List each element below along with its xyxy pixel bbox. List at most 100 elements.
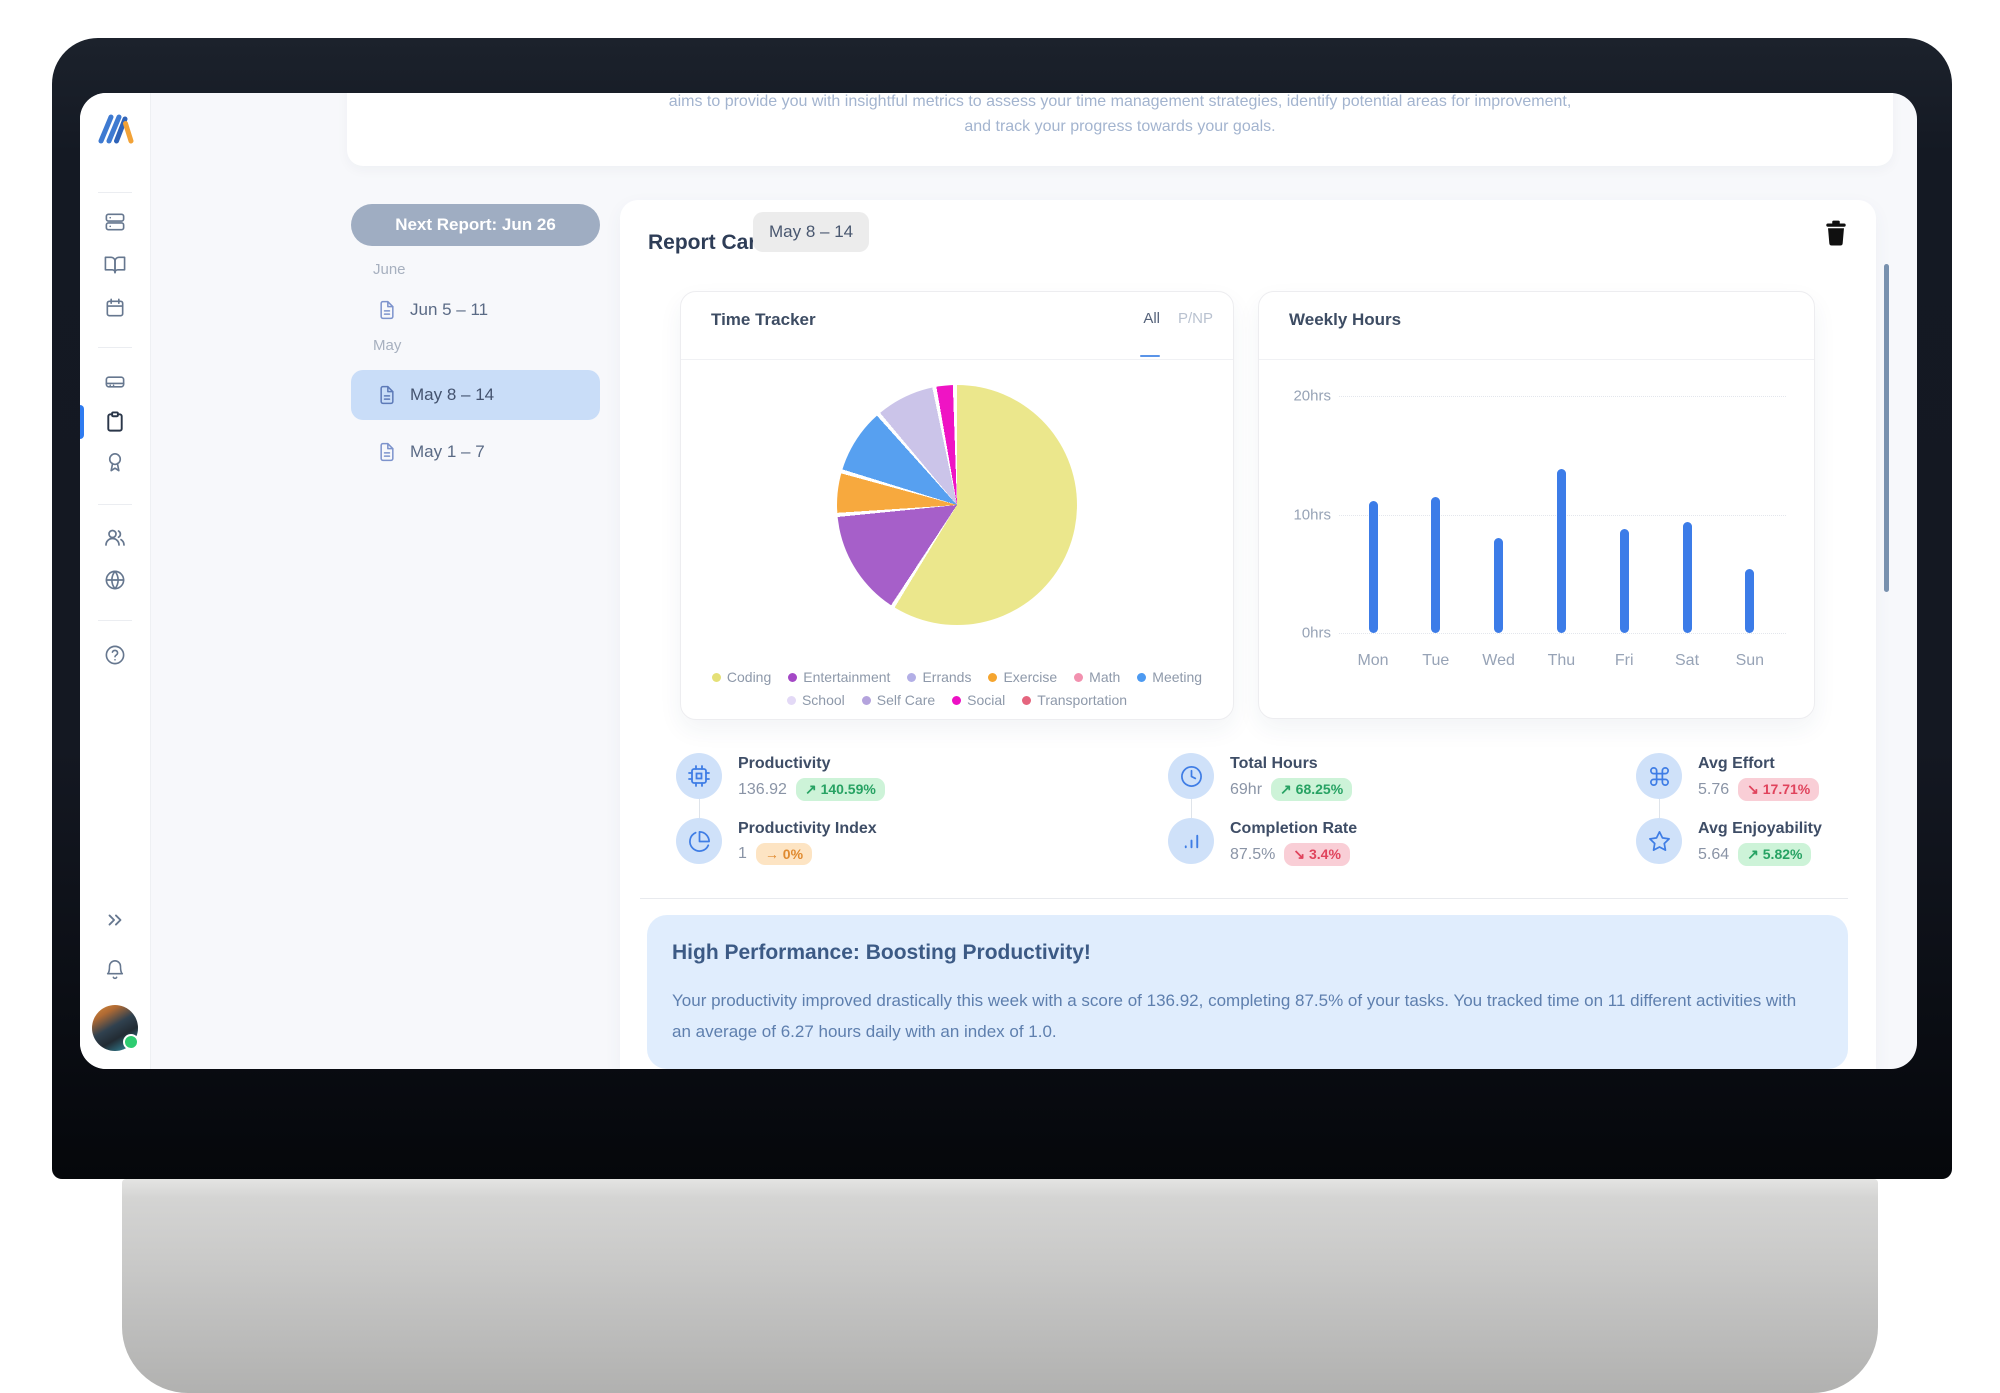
document-icon bbox=[380, 385, 394, 405]
monitor-frame: aims to provide you with insightful metr… bbox=[52, 38, 1952, 1179]
legend-dot bbox=[788, 673, 798, 682]
stat-connector bbox=[1659, 778, 1660, 844]
card-divider bbox=[1259, 359, 1814, 360]
tab-pnp[interactable]: P/NP bbox=[1177, 310, 1213, 327]
report-item-may1-7[interactable]: May 1 – 7 bbox=[351, 427, 600, 477]
calendar-icon[interactable] bbox=[104, 297, 127, 320]
bar-sat bbox=[1682, 521, 1692, 633]
delete-report-button[interactable] bbox=[1816, 213, 1856, 253]
report-group-label-june: June bbox=[373, 261, 406, 278]
command-icon bbox=[1636, 753, 1682, 799]
stat-avg-enjoyability: Avg Enjoyability 5.64 ↗ 5.82% bbox=[1636, 818, 1822, 866]
bar-fri bbox=[1619, 528, 1629, 633]
tab-all[interactable]: All bbox=[1143, 310, 1160, 327]
user-avatar[interactable] bbox=[92, 1005, 139, 1051]
x-axis-label: Thu bbox=[1547, 652, 1576, 669]
stat-value: 136.92 bbox=[738, 780, 787, 798]
legend-dot bbox=[1074, 673, 1084, 682]
notifications-bell-icon[interactable] bbox=[104, 959, 126, 981]
main-content: aims to provide you with insightful metr… bbox=[150, 93, 1917, 1069]
sidebar-divider bbox=[98, 504, 132, 505]
trend-up-arrow: ↗ bbox=[804, 781, 817, 797]
time-tracker-title: Time Tracker bbox=[711, 310, 816, 329]
x-axis-label: Sat bbox=[1674, 652, 1700, 669]
bar-plot: 20hrs 10hrs 0hrs Mon Tue Wed Thu Fri Sat Sun bbox=[1259, 292, 1814, 718]
x-axis-label: Tue bbox=[1422, 652, 1450, 669]
gridline bbox=[1339, 633, 1786, 634]
pie-chart-icon bbox=[676, 818, 722, 864]
legend-item: Transportation bbox=[1022, 691, 1127, 710]
legend-dot bbox=[711, 673, 721, 682]
report-item-may8-14[interactable]: May 8 – 14 bbox=[351, 370, 600, 420]
trash-icon bbox=[1826, 220, 1846, 246]
x-axis-label: Sun bbox=[1735, 652, 1765, 669]
pie-legend: Coding Entertainment Errands Exercise Math Me… bbox=[703, 668, 1211, 710]
stat-total-hours: Total Hours 69hr ↗ 68.25% bbox=[1168, 753, 1353, 801]
stat-value: 69hr bbox=[1230, 780, 1263, 798]
app-logo bbox=[94, 110, 136, 148]
weekly-hours-title: Weekly Hours bbox=[1289, 310, 1402, 329]
next-report-button[interactable]: Next Report: Jun 26 bbox=[351, 204, 600, 246]
stat-label: Avg Effort bbox=[1698, 755, 1775, 772]
x-axis-label: Fri bbox=[1614, 652, 1634, 669]
section-divider bbox=[640, 898, 1848, 899]
trend-badge: → 0% bbox=[755, 843, 813, 865]
legend-item: Entertainment bbox=[788, 668, 890, 687]
report-card-panel: Report Card May 8 – 14 Time Tracker bbox=[620, 200, 1876, 1069]
trend-badge: ↗ 5.82% bbox=[1738, 843, 1812, 866]
legend-item: Self Care bbox=[861, 691, 935, 710]
legend-item: School bbox=[786, 691, 845, 710]
trend-badge: ↘ 17.71% bbox=[1738, 778, 1820, 801]
active-tab-underline bbox=[1140, 355, 1160, 357]
stat-completion-rate: Completion Rate 87.5% ↘ 3.4% bbox=[1168, 818, 1357, 866]
community-icon[interactable] bbox=[103, 526, 127, 550]
trend-up-arrow: ↗ bbox=[1280, 781, 1292, 797]
stat-label: Productivity bbox=[738, 755, 831, 772]
callout-title: High Performance: Boosting Productivity! bbox=[672, 941, 1091, 964]
report-group-label-may: May bbox=[373, 337, 402, 354]
intro-text-line2: and track your progress towards your goa… bbox=[964, 118, 1276, 135]
x-axis-label: Wed bbox=[1482, 652, 1515, 669]
award-icon[interactable] bbox=[104, 451, 127, 474]
journal-icon[interactable] bbox=[104, 254, 127, 277]
y-axis-tick: 0hrs bbox=[1301, 624, 1331, 642]
gridline bbox=[1339, 396, 1786, 397]
stat-value: 5.76 bbox=[1698, 780, 1730, 798]
legend-dot bbox=[907, 673, 917, 682]
scrollbar-thumb[interactable] bbox=[1884, 264, 1889, 592]
stat-label: Avg Enjoyability bbox=[1698, 820, 1822, 837]
bar-mon bbox=[1368, 501, 1378, 633]
reports-icon[interactable] bbox=[104, 411, 127, 434]
report-item-label: May 1 – 7 bbox=[410, 442, 485, 461]
help-icon[interactable] bbox=[104, 644, 127, 667]
time-tracker-card: Time Tracker All P/NP Coding Entertainmen… bbox=[680, 291, 1234, 720]
trend-badge: ↗ 68.25% bbox=[1271, 778, 1353, 801]
legend-item: Exercise bbox=[988, 668, 1057, 687]
pie-chart bbox=[837, 385, 1077, 625]
globe-icon[interactable] bbox=[104, 569, 127, 592]
legend-dot bbox=[786, 696, 796, 705]
stat-avg-effort: Avg Effort 5.76 ↘ 17.71% bbox=[1636, 753, 1820, 801]
trend-down-arrow: ↘ bbox=[1293, 846, 1306, 862]
legend-dot bbox=[861, 696, 871, 705]
dashboard-icon[interactable] bbox=[104, 211, 127, 234]
online-status-dot bbox=[123, 1034, 139, 1050]
bar-wed bbox=[1494, 538, 1504, 633]
sidebar-divider bbox=[98, 620, 132, 621]
stat-value: 1 bbox=[738, 845, 747, 862]
period-chip: May 8 – 14 bbox=[753, 212, 870, 252]
report-item-label: May 8 – 14 bbox=[410, 385, 495, 404]
monitor-stand-chin bbox=[122, 1179, 1878, 1393]
legend-dot bbox=[1137, 673, 1147, 682]
report-item-label: Jun 5 – 11 bbox=[410, 300, 489, 319]
report-item-jun5-11[interactable]: Jun 5 – 11 bbox=[351, 285, 600, 335]
performance-callout: High Performance: Boosting Productivity!… bbox=[647, 915, 1848, 1069]
collapse-sidebar-icon[interactable] bbox=[104, 909, 126, 931]
bar-thu bbox=[1556, 469, 1566, 633]
x-axis-label: Mon bbox=[1357, 652, 1389, 669]
bar-chart-icon bbox=[1168, 818, 1214, 864]
stat-value: 87.5% bbox=[1230, 845, 1276, 863]
trend-badge: ↘ 3.4% bbox=[1284, 843, 1350, 866]
legend-dot bbox=[1022, 696, 1032, 705]
tracker-icon[interactable] bbox=[104, 371, 127, 394]
